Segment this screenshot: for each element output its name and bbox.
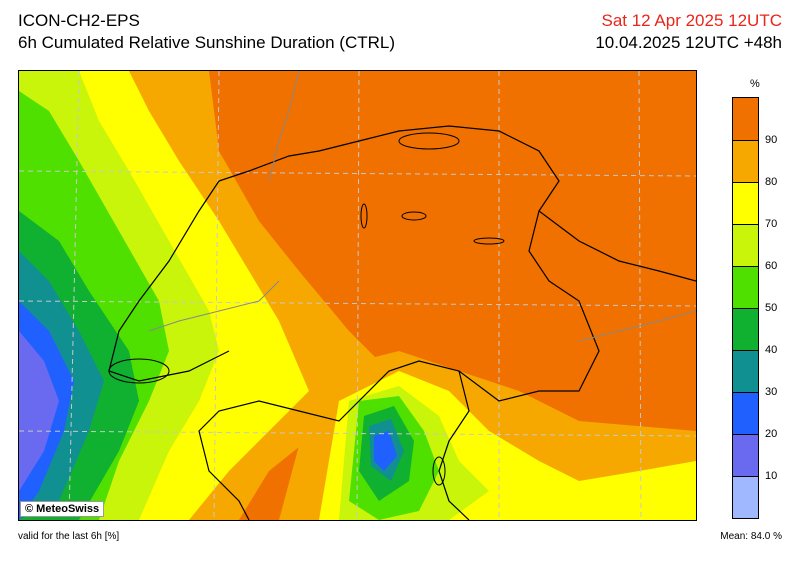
model-name: ICON-CH2-EPS	[18, 11, 140, 30]
legend-label-70: 70	[765, 218, 778, 230]
legend-separator	[733, 140, 758, 141]
map-canvas	[19, 71, 696, 520]
legend-label-60: 60	[765, 260, 778, 272]
legend-swatch-90-100	[733, 98, 758, 140]
legend-separator	[733, 182, 758, 183]
legend-swatch-80-90	[733, 140, 758, 182]
legend-swatch-40-50	[733, 308, 758, 350]
run-time: 10.04.2025 12UTC +48h	[595, 33, 782, 52]
legend-label-40: 40	[765, 344, 778, 356]
grid-lines	[19, 71, 696, 520]
legend-unit: %	[750, 78, 760, 90]
date-block: Sat 12 Apr 2025 12UTC 10.04.2025 12UTC +…	[595, 10, 782, 54]
legend-label-50: 50	[765, 302, 778, 314]
legend-label-10: 10	[765, 470, 778, 482]
legend-separator	[733, 434, 758, 435]
legend-swatch-70-80	[733, 182, 758, 224]
legend-swatch-10-20	[733, 434, 758, 476]
legend-separator	[733, 308, 758, 309]
legend-separator	[733, 350, 758, 351]
product-name: 6h Cumulated Relative Sunshine Duration …	[18, 33, 396, 52]
lake-outlines	[108, 132, 505, 486]
meteoswiss-credit: © MeteoSwiss	[20, 501, 105, 517]
legend-label-90: 90	[765, 134, 778, 146]
legend-label-30: 30	[765, 386, 778, 398]
legend-swatch-50-60	[733, 266, 758, 308]
legend-separator	[733, 266, 758, 267]
legend-label-80: 80	[765, 176, 778, 188]
legend-separator	[733, 392, 758, 393]
legend-swatch-60-70	[733, 224, 758, 266]
legend-swatch-30-40	[733, 350, 758, 392]
border-lines	[108, 125, 696, 520]
color-legend	[732, 97, 759, 519]
validity-note: valid for the last 6h [%]	[18, 531, 120, 542]
legend-swatch-0-10	[733, 476, 758, 518]
legend-separator	[733, 476, 758, 477]
region-purple-blue	[19, 331, 59, 491]
sunshine-map	[18, 70, 697, 521]
legend-swatch-20-30	[733, 392, 758, 434]
south-blue	[374, 431, 397, 471]
title-block: ICON-CH2-EPS 6h Cumulated Relative Sunsh…	[18, 10, 395, 54]
legend-label-20: 20	[765, 428, 778, 440]
river-lines	[148, 71, 696, 342]
valid-date: Sat 12 Apr 2025 12UTC	[601, 11, 782, 30]
mean-value: Mean: 84.0 %	[720, 531, 782, 542]
legend-separator	[733, 224, 758, 225]
